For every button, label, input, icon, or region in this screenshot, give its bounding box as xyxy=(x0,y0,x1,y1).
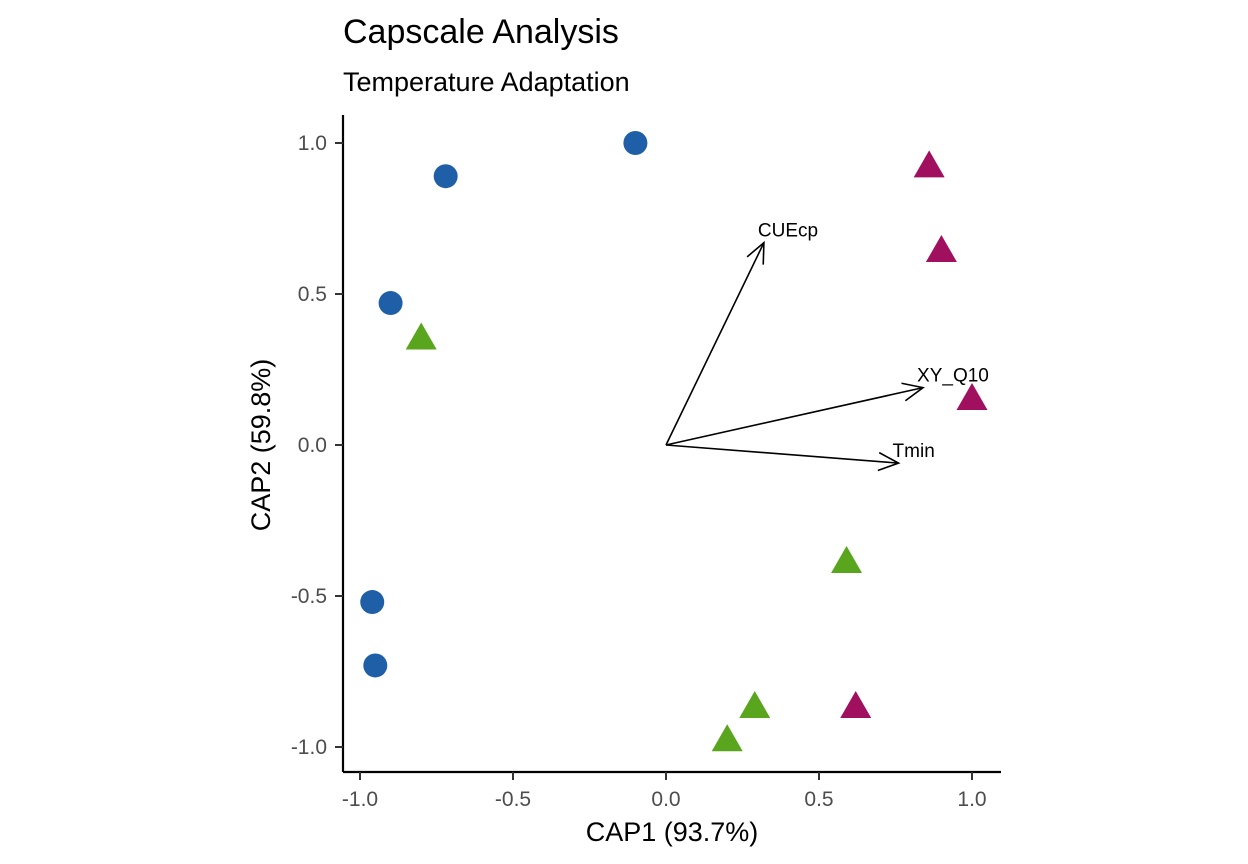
y-tick-label: -1.0 xyxy=(291,736,327,759)
x-tick-label: -0.5 xyxy=(495,788,531,811)
x-tick-label: 1.0 xyxy=(957,788,986,811)
triangle-point xyxy=(831,546,863,574)
x-tick-label: -1.0 xyxy=(342,788,378,811)
triangle-point xyxy=(840,691,872,718)
arrow-shaft xyxy=(665,242,765,446)
arrow-label: XY_Q10 xyxy=(917,366,989,387)
data-points xyxy=(360,131,988,752)
arrow-head xyxy=(746,240,765,265)
circle-point xyxy=(363,653,388,678)
x-axis-ticks: -1.0 -0.5 0.0 0.5 1.0 xyxy=(342,772,987,811)
triangle-point xyxy=(956,382,988,410)
chart-subtitle: Temperature Adaptation xyxy=(343,67,630,97)
arrow-head xyxy=(877,451,901,472)
triangle-point xyxy=(739,691,771,718)
triangle-point xyxy=(405,322,437,350)
x-tick-label: 0.0 xyxy=(651,788,680,811)
arrow-cuecp: CUEcp xyxy=(665,221,818,446)
biplot-arrows: CUEcp XY_Q10 Tmin xyxy=(665,221,989,472)
arrow-tmin: Tmin xyxy=(665,441,935,472)
circle-point xyxy=(623,131,648,155)
y-tick-label: 0.0 xyxy=(298,434,327,457)
circle-point xyxy=(378,291,403,316)
triangle-point xyxy=(711,724,743,752)
arrow-head xyxy=(901,382,925,402)
triangle-point xyxy=(913,150,945,178)
y-tick-label: -0.5 xyxy=(291,585,327,608)
arrow-label: Tmin xyxy=(893,441,935,462)
triangle-point xyxy=(925,234,957,262)
circle-point xyxy=(433,164,458,189)
arrow-label: CUEcp xyxy=(758,221,818,242)
circle-point xyxy=(360,590,385,615)
arrow-shaft xyxy=(665,444,899,464)
y-tick-label: 1.0 xyxy=(298,132,327,155)
arrow-shaft xyxy=(665,386,924,446)
x-tick-label: 0.5 xyxy=(804,788,833,811)
arrow-xy-q10: XY_Q10 xyxy=(665,366,989,446)
y-axis-ticks: -1.0 -0.5 0.0 0.5 1.0 xyxy=(291,132,343,759)
x-axis-title: CAP1 (93.7%) xyxy=(586,817,759,847)
y-axis-title: CAP2 (59.8%) xyxy=(246,359,276,532)
y-tick-label: 0.5 xyxy=(298,283,327,306)
chart-title: Capscale Analysis xyxy=(343,13,619,51)
